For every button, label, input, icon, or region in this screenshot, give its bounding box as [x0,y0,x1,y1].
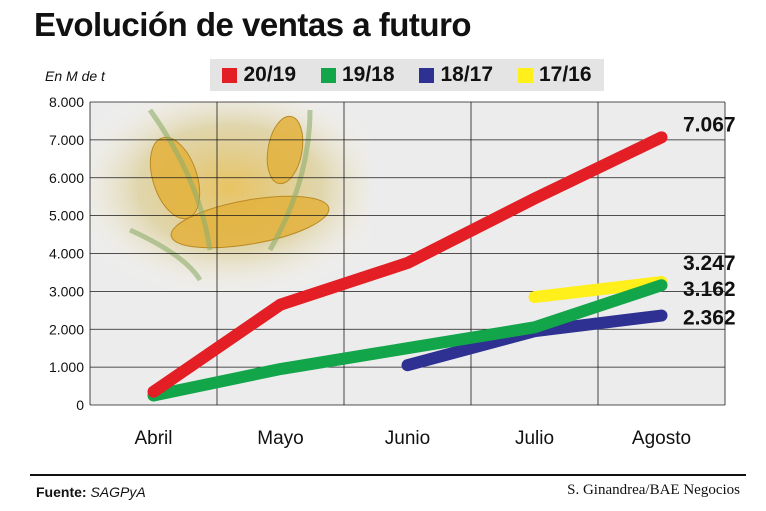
legend-swatch-17-16 [517,67,533,83]
legend-item-19-18: 19/18 [320,63,395,87]
y-tick-label: 6.000 [49,170,84,186]
x-tick-label: Junio [385,428,430,449]
x-axis: Abril Mayo Junio Julio Agosto [134,428,691,449]
y-tick-label: 5.000 [49,208,84,224]
data-label-17-16: 3.247 [683,252,736,275]
legend-label-20-19: 20/19 [243,63,297,86]
y-tick-label: 7.000 [49,132,84,148]
y-tick-label: 4.000 [49,246,84,262]
legend-label-17-16: 17/16 [538,63,592,86]
legend-swatch-19-18 [320,67,336,83]
x-tick-label: Abril [134,428,172,449]
x-tick-label: Mayo [257,428,303,449]
y-tick-label: 2.000 [49,321,84,337]
legend-item-20-19: 20/19 [222,63,296,87]
corn-leaf [267,109,313,252]
data-label-20-19: 7.067 [683,113,736,136]
series-line-17-16 [528,276,668,304]
x-tick-label: Agosto [632,428,691,449]
legend-label-18-17: 18/17 [440,63,494,86]
series-lines [147,131,668,402]
corn-leaf [147,108,213,251]
y-tick-label: 1.000 [49,359,84,375]
series-line-20-19 [147,131,668,398]
chart-title: Evolución de ventas a futuro [34,6,472,43]
series-line-19-18 [147,279,668,402]
corn-glow [90,102,370,292]
source-label: Fuente: [36,484,87,500]
y-tick-label: 0 [76,397,84,413]
legend-item-18-17: 18/17 [419,63,493,87]
y-tick-label: 3.000 [49,283,84,299]
source-value: SAGPyA [90,484,146,500]
corn-leaf [128,227,203,282]
source-note: Fuente: SAGPyA [36,484,146,500]
data-labels: 7.067 3.247 3.162 2.362 [683,113,736,329]
corn-illustration [90,102,370,292]
legend-swatch-20-19 [222,67,238,83]
legend-label-19-18: 19/18 [341,63,395,86]
footer-divider [30,474,746,476]
legend-swatch-18-17 [419,67,435,83]
data-label-18-17: 2.362 [683,307,736,330]
y-tick-label: 8.000 [49,94,84,110]
x-tick-label: Julio [515,428,554,449]
y-axis: 0 1.000 2.000 3.000 4.000 5.000 6.000 7.000 8.00… [49,94,84,413]
corn-cob [266,115,304,185]
line-chart: 0 1.000 2.000 3.000 4.000 5.000 6.000 7.000 8.00… [49,94,736,449]
data-label-19-18: 3.162 [683,278,736,301]
y-axis-unit-label: En M de t [45,68,105,84]
credit-note: S. Ginandrea/BAE Negocios [567,482,740,498]
legend-item-17-16: 17/16 [517,63,592,87]
legend: 20/19 19/18 18/17 17/16 [210,59,604,91]
